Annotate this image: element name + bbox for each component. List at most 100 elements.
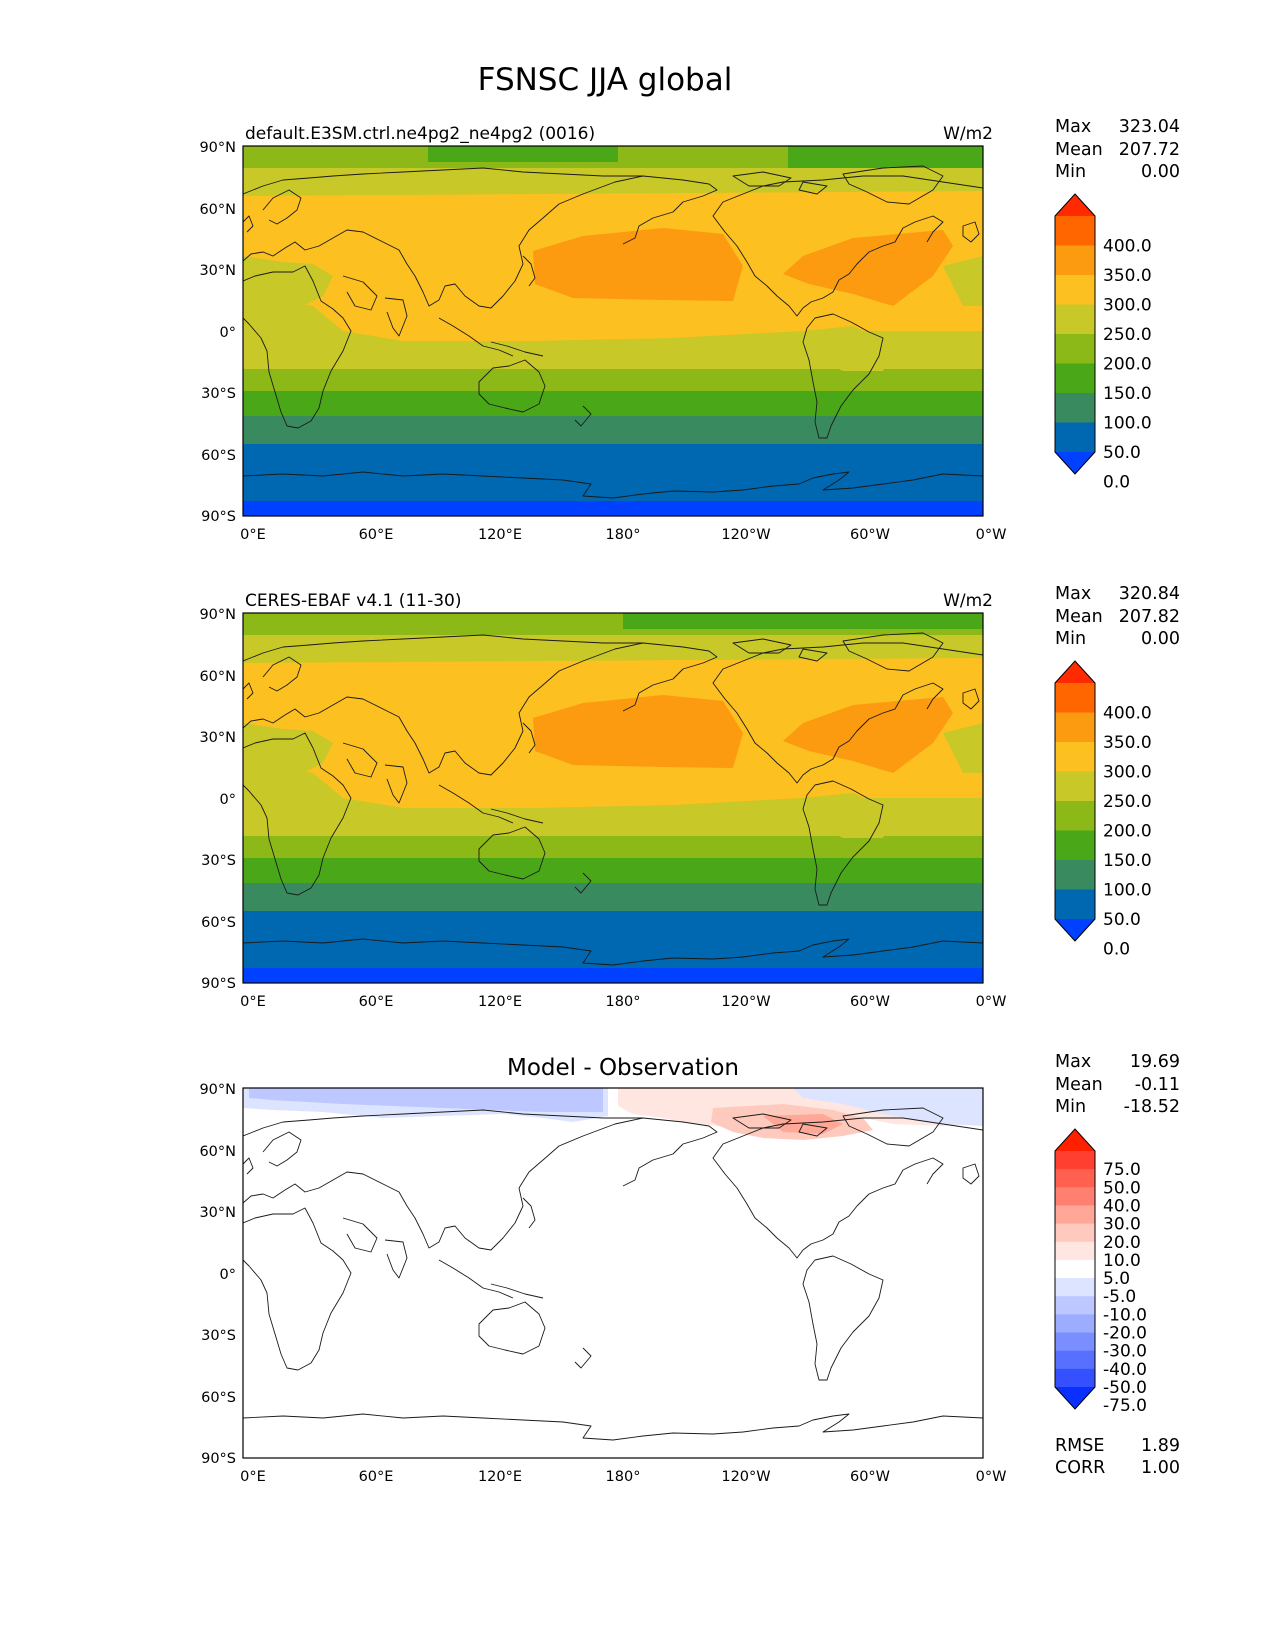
colorbar-tick-label: -40.0	[1103, 1360, 1147, 1380]
colorbar-tick-label: 5.0	[1103, 1269, 1130, 1289]
lat-tick-label: 0°	[220, 1267, 236, 1283]
colorbar-outline	[1054, 660, 1096, 942]
stats-block-diff: Max Mean Min 19.69 -0.11 -18.52	[1055, 1052, 1180, 1117]
panel-left-title-ref: CERES-EBAF v4.1 (11-30)	[245, 591, 461, 611]
lon-tick-label: 180°	[606, 1469, 641, 1485]
panel-left-title-test: default.E3SM.ctrl.ne4pg2_ne4pg2 (0016)	[245, 124, 595, 144]
metric-value: 1.00	[1141, 1458, 1180, 1478]
lon-tick-label: 60°E	[359, 994, 394, 1010]
colorbar-outline	[1054, 193, 1096, 475]
contour-field-diff	[243, 1088, 983, 1458]
stat-value: 0.00	[1141, 629, 1180, 649]
colorbar-segment	[1055, 1350, 1095, 1370]
lat-tick-label: 60°S	[201, 915, 236, 931]
lon-tick-label: 120°E	[478, 994, 522, 1010]
colorbar-tick-label: 30.0	[1103, 1215, 1141, 1235]
lat-ticks-ref: 90°N 60°N 30°N 0° 30°S 60°S 90°S	[199, 607, 236, 992]
stat-value: 207.82	[1119, 607, 1180, 627]
colorbar-tick-label: 250.0	[1103, 325, 1152, 345]
lat-ticks-diff: 90°N 60°N 30°N 0° 30°S 60°S 90°S	[199, 1082, 236, 1467]
lat-tick-label: 60°N	[199, 1144, 236, 1160]
colorbar-segment	[1055, 304, 1095, 335]
contour-field-ref	[243, 613, 983, 983]
colorbar-segment	[1055, 889, 1095, 920]
lon-tick-label: 120°E	[478, 527, 522, 543]
colorbar-tick-label: 400.0	[1103, 237, 1152, 257]
stat-value: 19.69	[1130, 1052, 1180, 1072]
panel-units-test: W/m2	[943, 124, 993, 144]
lon-tick-label: 0°E	[240, 994, 266, 1010]
colorbar-extend-max	[1055, 194, 1095, 216]
colorbar-segment	[1055, 275, 1095, 305]
lat-tick-label: 30°S	[201, 386, 236, 402]
panel-units-ref: W/m2	[943, 591, 993, 611]
colorbar-tick-label: 200.0	[1103, 822, 1152, 842]
colorbar-segment	[1055, 334, 1095, 364]
colorbar-segment	[1055, 1187, 1095, 1206]
lon-tick-label: 180°	[606, 994, 641, 1010]
colorbar-tick-label: -75.0	[1103, 1396, 1147, 1416]
colorbar-segment	[1055, 801, 1095, 831]
stat-label: Mean	[1055, 1075, 1103, 1095]
lon-ticks-test: 0°E 60°E 120°E 180° 120°W 60°W 0°W	[240, 527, 1006, 543]
colorbar-segment	[1055, 1259, 1095, 1279]
colorbar-segment	[1055, 683, 1095, 713]
lon-ticks-diff: 0°E 60°E 120°E 180° 120°W 60°W 0°W	[240, 1469, 1006, 1485]
contour-field-test	[243, 146, 983, 516]
colorbar-segment	[1055, 1278, 1095, 1297]
colorbar-tick-label: 400.0	[1103, 704, 1152, 724]
colorbar-tick-label: 50.0	[1103, 443, 1141, 463]
colorbar-ref: 400.0 350.0 300.0 250.0 200.0 150.0 100.0 50.0 0…	[1054, 660, 1152, 960]
colorbar-diff: 75.050.040.030.020.010.05.0-5.0-10.0-20.…	[1054, 1128, 1147, 1416]
metric-label: CORR	[1055, 1458, 1105, 1478]
stat-label: Max	[1055, 1052, 1091, 1072]
colorbar-tick-label: 50.0	[1103, 910, 1141, 930]
stat-label: Max	[1055, 584, 1091, 604]
colorbar-segment	[1055, 1332, 1095, 1352]
lon-tick-label: 0°W	[976, 1469, 1007, 1485]
lat-tick-label: 90°S	[201, 509, 236, 525]
colorbar-tick-label: -20.0	[1103, 1324, 1147, 1344]
map-frame-ref	[242, 612, 984, 984]
colorbar-tick-label: 100.0	[1103, 881, 1152, 901]
lat-tick-label: 90°S	[201, 976, 236, 992]
colorbar-segment	[1055, 1205, 1095, 1225]
colorbar-tick-label: 200.0	[1103, 355, 1152, 375]
stats-block-ref: Max Mean Min 320.84 207.82 0.00	[1055, 584, 1180, 649]
lon-tick-label: 60°E	[359, 527, 394, 543]
colorbar-segment	[1055, 712, 1095, 743]
colorbar-tick-label: 0.0	[1103, 940, 1130, 960]
stats-block-test: Max Mean Min 323.04 207.72 0.00	[1055, 117, 1180, 182]
colorbar-tick-label: 100.0	[1103, 414, 1152, 434]
stat-label: Min	[1055, 629, 1086, 649]
colorbar-segment	[1055, 860, 1095, 890]
stat-value: -0.11	[1135, 1075, 1180, 1095]
colorbar-segment	[1055, 245, 1095, 276]
colorbar-segment	[1055, 1368, 1095, 1388]
colorbar-tick-label: 40.0	[1103, 1196, 1141, 1216]
lat-tick-label: 30°N	[199, 730, 236, 746]
colorbar-tick-label: 10.0	[1103, 1251, 1141, 1271]
lat-tick-label: 60°N	[199, 669, 236, 685]
colorbar-tick-label: 300.0	[1103, 296, 1152, 316]
lat-tick-label: 30°N	[199, 263, 236, 279]
lon-tick-label: 60°W	[850, 527, 890, 543]
panel-center-title-diff: Model - Observation	[507, 1055, 739, 1081]
lat-tick-label: 90°N	[199, 607, 236, 623]
colorbar-tick-label: -30.0	[1103, 1342, 1147, 1362]
metric-label: RMSE	[1055, 1436, 1104, 1456]
stat-label: Mean	[1055, 607, 1103, 627]
lon-tick-label: 0°E	[240, 1469, 266, 1485]
colorbar-segment	[1055, 1223, 1095, 1243]
figure-title: FSNSC JJA global	[478, 62, 733, 98]
map-panel-test	[242, 145, 984, 517]
colorbar-extend-min	[1055, 452, 1095, 474]
lat-tick-label: 90°S	[201, 1451, 236, 1467]
stat-label: Min	[1055, 1097, 1086, 1117]
lon-tick-label: 180°	[606, 527, 641, 543]
colorbar-tick-label: 300.0	[1103, 763, 1152, 783]
stat-value: 0.00	[1141, 162, 1180, 182]
stat-value: 207.72	[1119, 140, 1180, 160]
lat-tick-label: 30°S	[201, 1328, 236, 1344]
lon-ticks-ref: 0°E 60°E 120°E 180° 120°W 60°W 0°W	[240, 994, 1006, 1010]
